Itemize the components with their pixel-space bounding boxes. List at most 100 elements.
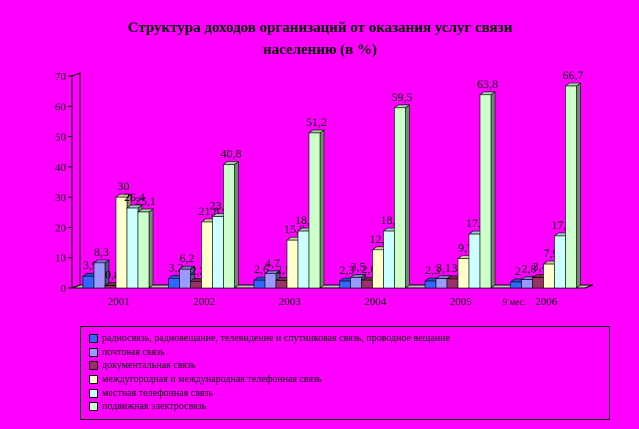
- legend-label: документальная связь: [102, 360, 196, 372]
- bar: [201, 221, 213, 289]
- y-tick-label: 30: [55, 192, 67, 204]
- data-label: 2: [515, 264, 521, 278]
- legend-item: радиосвязь, радиовещание, телевидение и …: [89, 332, 601, 346]
- bar: [372, 249, 384, 289]
- legend-swatch: [89, 334, 98, 344]
- bar: [424, 280, 437, 289]
- bar: [361, 279, 373, 289]
- bar: [168, 278, 180, 289]
- y-tick-label: 20: [55, 222, 67, 234]
- bar: [308, 132, 321, 289]
- data-label: 3: [452, 261, 458, 275]
- data-label: 2,3: [425, 263, 440, 277]
- legend-label: почтовая связь: [102, 346, 165, 358]
- data-label: 59,5: [392, 90, 413, 104]
- legend-swatch: [89, 388, 98, 398]
- bar: [383, 230, 395, 289]
- axis-wall-side: [71, 72, 81, 289]
- bar: [137, 211, 150, 289]
- bar: [179, 268, 191, 289]
- bar: [446, 278, 459, 289]
- bar: [543, 263, 555, 289]
- legend-item: междугородная и международная телефонная…: [89, 373, 601, 387]
- legend-label: радиосвязь, радиовещание, телевидение и …: [102, 333, 450, 345]
- bar: [286, 239, 299, 289]
- bar: [115, 196, 128, 289]
- data-label: 63,8: [477, 77, 498, 91]
- bar: [394, 107, 406, 289]
- x-tick-label: 2002: [193, 296, 215, 308]
- data-label: 2,6: [254, 262, 269, 276]
- y-tick-label: 0: [61, 283, 67, 295]
- x-tick-label: 2006: [535, 296, 558, 308]
- y-tick-label: 50: [55, 132, 67, 144]
- bar: [190, 281, 202, 289]
- bar: [510, 281, 522, 289]
- bar: [104, 285, 117, 289]
- bar-side: [405, 104, 410, 289]
- bar: [457, 258, 470, 289]
- bar-side: [234, 160, 239, 289]
- data-label: 51,2: [306, 115, 327, 129]
- y-tick-label: 60: [55, 101, 67, 113]
- legend-label: подвижная электросвязь: [102, 401, 207, 413]
- data-label: 26,4: [124, 190, 145, 204]
- bar: [223, 164, 235, 289]
- bar: [532, 277, 544, 289]
- data-label: 8,3: [94, 245, 109, 259]
- bar-side: [490, 91, 496, 289]
- data-label: 3,1: [436, 261, 451, 275]
- data-label: 40,8: [221, 146, 242, 160]
- data-label: 4,7: [265, 256, 280, 270]
- bar: [350, 277, 362, 289]
- y-tick-label: 40: [55, 162, 67, 174]
- bar-side: [576, 82, 581, 289]
- bar: [264, 273, 277, 289]
- legend-label: местная телефонная связь: [102, 387, 213, 399]
- bar: [93, 262, 106, 289]
- bar-side: [319, 129, 325, 289]
- x-tick-label: 2001: [108, 296, 130, 308]
- chart-title-line-1: Структура доходов организаций от оказани…: [127, 20, 513, 36]
- legend-item: подвижная электросвязь: [89, 400, 601, 414]
- bar-side: [148, 208, 154, 289]
- legend: радиосвязь, радиовещание, телевидение и …: [80, 326, 610, 420]
- bar: [565, 85, 577, 289]
- x-tick-label: 2004: [364, 296, 387, 308]
- data-label: 30: [118, 179, 130, 193]
- data-label: 21,8: [199, 204, 220, 218]
- legend-item: местная телефонная связь: [89, 386, 601, 400]
- chart-title: Структура доходов организаций от оказани…: [60, 17, 580, 61]
- legend-item: почтовая связь: [89, 346, 601, 360]
- legend-swatch: [89, 402, 98, 412]
- bar: [479, 94, 492, 289]
- legend-swatch: [89, 375, 98, 385]
- data-label: 2,3: [340, 263, 355, 277]
- chart-title-line-2: населению (в %): [262, 42, 378, 58]
- legend-label: междугородная и международная телефонная…: [102, 374, 322, 386]
- bar: [253, 279, 266, 289]
- legend-swatch: [89, 347, 98, 357]
- bar: [212, 216, 224, 289]
- bar: [468, 233, 481, 289]
- x-tick-label: 2005: [450, 296, 473, 308]
- y-tick-label: 70: [55, 71, 67, 83]
- bar: [275, 280, 288, 289]
- data-label: 2,8: [522, 262, 537, 276]
- legend-swatch: [89, 361, 98, 371]
- data-label: 3,5: [351, 259, 366, 273]
- y-tick-label: 10: [55, 253, 67, 265]
- bar: [435, 278, 448, 289]
- bar: [339, 280, 351, 289]
- legend-item: документальная связь: [89, 359, 601, 373]
- bar: [82, 275, 95, 289]
- x-tick-note: 9 мес.: [503, 297, 526, 307]
- x-tick-label: 2003: [279, 296, 302, 308]
- bar: [554, 235, 566, 289]
- bar: [297, 230, 310, 289]
- bar: [521, 279, 533, 289]
- data-label: 66,7: [563, 68, 584, 82]
- data-label: 6,2: [180, 251, 195, 265]
- bar: [126, 207, 139, 289]
